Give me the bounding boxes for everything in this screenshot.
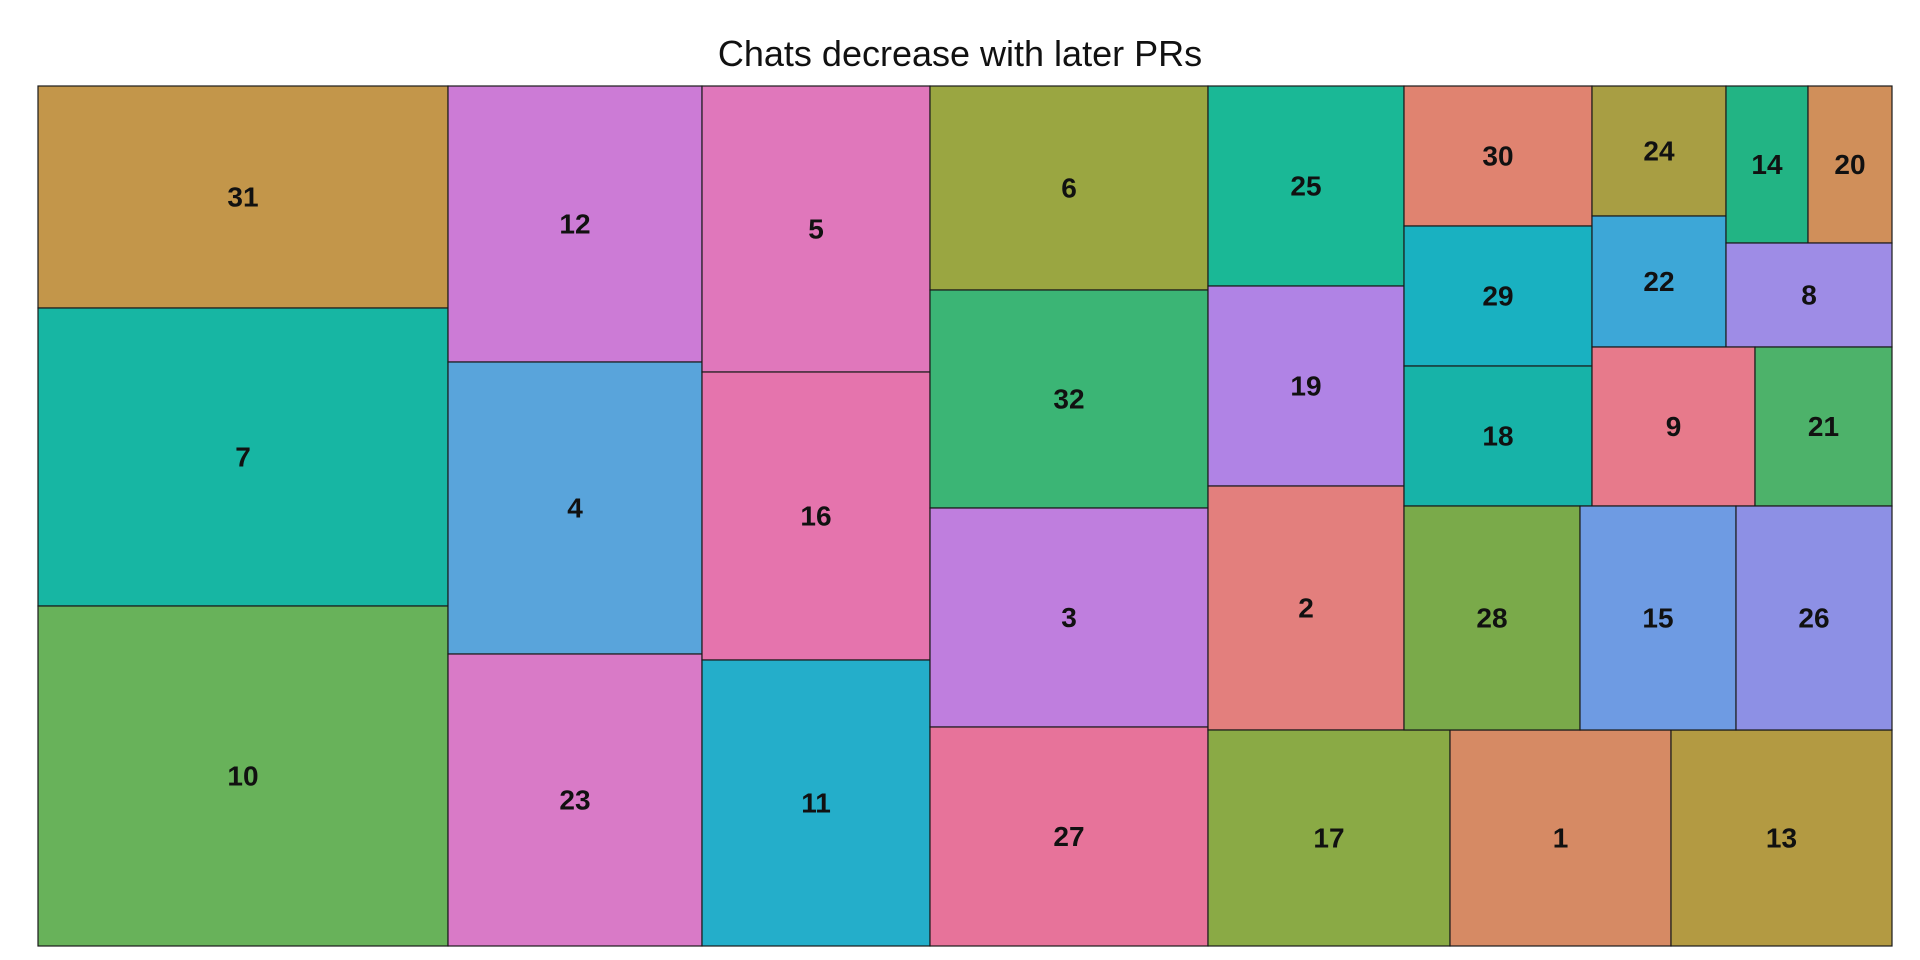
- treemap-tile: 2: [1207, 485, 1405, 731]
- treemap-tile-label: 8: [1801, 280, 1817, 311]
- treemap-tile: 26: [1735, 505, 1893, 731]
- treemap-tile-rect: [37, 85, 449, 309]
- treemap-tile-rect: [1754, 346, 1893, 507]
- treemap-tile-label: 10: [227, 761, 258, 792]
- treemap-tile-rect: [1591, 85, 1727, 217]
- treemap-tile: 23: [447, 653, 703, 947]
- treemap-tile-label: 16: [800, 501, 831, 532]
- treemap-tile: 30: [1403, 85, 1593, 227]
- treemap-tile-label: 21: [1808, 411, 1839, 442]
- treemap-tile: 25: [1207, 85, 1405, 287]
- treemap-tile: 27: [929, 726, 1209, 947]
- treemap-tile-rect: [1670, 729, 1893, 947]
- treemap-tile-label: 29: [1482, 281, 1513, 312]
- treemap-tile-label: 28: [1476, 603, 1507, 634]
- treemap-tile-label: 19: [1290, 371, 1321, 402]
- treemap-tile-rect: [37, 307, 449, 607]
- treemap-tile-label: 30: [1482, 141, 1513, 172]
- treemap-tile-rect: [1725, 242, 1893, 348]
- treemap-tile: 16: [701, 371, 931, 661]
- treemap-tile-rect: [1579, 505, 1737, 731]
- treemap-tile-rect: [1207, 485, 1405, 731]
- treemap-tile: 1: [1449, 729, 1672, 947]
- treemap-tile-rect: [1591, 346, 1756, 507]
- treemap-tile: 18: [1403, 365, 1593, 507]
- treemap-tile: 31: [37, 85, 449, 309]
- treemap-tile-rect: [1403, 505, 1581, 731]
- treemap-tile: 22: [1591, 215, 1727, 348]
- treemap-tile-label: 26: [1798, 603, 1829, 634]
- treemap-tile: 20: [1807, 85, 1893, 244]
- treemap-tile: 15: [1579, 505, 1737, 731]
- treemap-tile-label: 23: [559, 785, 590, 816]
- treemap-tile-label: 12: [559, 209, 590, 240]
- treemap-tile-label: 18: [1482, 421, 1513, 452]
- treemap-tile: 8: [1725, 242, 1893, 348]
- treemap-tile-rect: [1449, 729, 1672, 947]
- treemap-tile: 3: [929, 507, 1209, 728]
- treemap-tile-label: 2: [1298, 593, 1314, 624]
- treemap-tile-label: 1: [1553, 823, 1569, 854]
- treemap-tile: 7: [37, 307, 449, 607]
- treemap-tile: 24: [1591, 85, 1727, 217]
- chart-title: Chats decrease with later PRs: [717, 33, 1203, 74]
- treemap-tile-rect: [929, 726, 1209, 947]
- treemap-tile-rect: [1207, 85, 1405, 287]
- treemap-tile-label: 31: [227, 182, 258, 213]
- treemap-tile-rect: [37, 605, 449, 947]
- treemap-tile: 5: [701, 85, 931, 373]
- treemap-tile-label: 4: [567, 493, 583, 524]
- treemap-tile-rect: [1403, 225, 1593, 367]
- treemap-tile: 32: [929, 289, 1209, 509]
- treemap-tile-rect: [1807, 85, 1893, 244]
- treemap-tile-rect: [1207, 729, 1451, 947]
- treemap-tile: 4: [447, 361, 703, 655]
- treemap-tile: 12: [447, 85, 703, 363]
- treemap-tile-label: 24: [1643, 136, 1675, 167]
- treemap-tile: 9: [1591, 346, 1756, 507]
- treemap-tile-label: 11: [801, 788, 831, 819]
- treemap-tile: 21: [1754, 346, 1893, 507]
- treemap-tile-rect: [701, 85, 931, 373]
- treemap-tile: 14: [1725, 85, 1809, 244]
- treemap-tile: 19: [1207, 285, 1405, 487]
- treemap-tile-rect: [447, 653, 703, 947]
- treemap-tile: 6: [929, 85, 1209, 291]
- treemap-tile-label: 25: [1290, 171, 1321, 202]
- treemap-tile-label: 20: [1834, 149, 1865, 180]
- treemap-tile: 28: [1403, 505, 1581, 731]
- treemap-tile: 17: [1207, 729, 1451, 947]
- treemap-tile-label: 9: [1666, 411, 1682, 442]
- treemap-tile-label: 32: [1053, 384, 1084, 415]
- treemap-tile: 11: [701, 659, 931, 947]
- treemap-tile-rect: [1403, 365, 1593, 507]
- treemap-tile-label: 3: [1061, 602, 1077, 633]
- treemap-tile-rect: [701, 659, 931, 947]
- treemap-tile-label: 13: [1766, 823, 1797, 854]
- treemap-tile-rect: [929, 85, 1209, 291]
- treemap-tile-rect: [447, 85, 703, 363]
- treemap-tile-rect: [701, 371, 931, 661]
- treemap-tile: 29: [1403, 225, 1593, 367]
- treemap-tile-label: 27: [1053, 821, 1084, 852]
- treemap-tile-rect: [1735, 505, 1893, 731]
- treemap-tile-rect: [1207, 285, 1405, 487]
- treemap-tile-label: 6: [1061, 173, 1077, 204]
- treemap-tile-label: 7: [235, 442, 251, 473]
- treemap-tile-label: 15: [1642, 603, 1673, 634]
- treemap-tile: 10: [37, 605, 449, 947]
- treemap-tile-label: 17: [1313, 823, 1344, 854]
- treemap-tile-label: 22: [1643, 266, 1674, 297]
- treemap-tile-rect: [1725, 85, 1809, 244]
- treemap-tile-rect: [1591, 215, 1727, 348]
- treemap-tile: 13: [1670, 729, 1893, 947]
- treemap-tile-label: 5: [808, 214, 824, 245]
- treemap-tile-rect: [1403, 85, 1593, 227]
- treemap-tile-label: 14: [1751, 149, 1783, 180]
- treemap-tile-rect: [929, 507, 1209, 728]
